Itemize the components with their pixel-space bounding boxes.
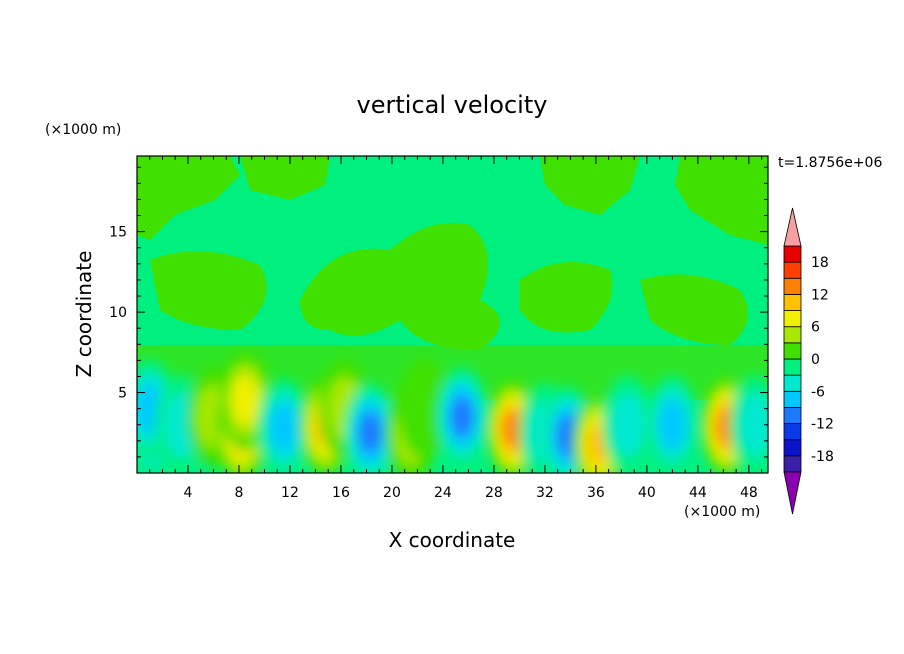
x-tick-label: 24 (434, 485, 452, 501)
time-label: t=1.8756e+06 (778, 155, 882, 171)
velocity-cell (257, 377, 310, 473)
colorbar-swatch (783, 374, 802, 392)
y-tick-label: 15 (109, 225, 127, 241)
x-tick-label: 16 (332, 485, 350, 501)
velocity-cell (646, 374, 699, 473)
colorbar-swatch (783, 245, 802, 263)
colorbar-swatch (783, 390, 802, 408)
x-tick-label: 44 (689, 485, 707, 501)
y-tick-label: 5 (118, 386, 127, 402)
colorbar-tick-label: 6 (811, 320, 820, 336)
x-tick-label: 48 (740, 485, 758, 501)
colorbar-swatch (783, 326, 802, 344)
velocity-cell (344, 382, 397, 473)
x-tick-label: 8 (235, 485, 244, 501)
colorbar-tick-label: -12 (811, 417, 834, 433)
x-tick-label: 32 (536, 485, 554, 501)
colorbar-swatch (783, 455, 802, 473)
colorbar-tick-label: 0 (811, 352, 820, 368)
colorbar-swatch (783, 277, 802, 295)
x-tick-label: 28 (485, 485, 503, 501)
velocity-cell (729, 374, 768, 473)
colorbar: 18 12 6 0 -6 -12 -18 (783, 207, 834, 515)
colorbar-tick-label: -18 (811, 449, 834, 465)
weak-updraft-regions (137, 156, 768, 400)
colorbar-swatch (783, 294, 802, 311)
x-axis: 4 8 12 16 20 24 28 32 36 40 44 48 (149, 156, 763, 501)
x-axis-label: X coordinate (389, 528, 516, 552)
y-tick-label: 10 (109, 305, 127, 321)
x-tick-label: 4 (184, 485, 193, 501)
chart-title: vertical velocity (357, 91, 548, 119)
y-axis: 5 10 15 (109, 166, 768, 458)
x-tick-label: 40 (638, 485, 656, 501)
x-unit-label: (×1000 m) (684, 504, 760, 520)
velocity-cell (436, 366, 489, 467)
y-axis-label: Z coordinate (72, 251, 96, 378)
x-tick-label: 36 (587, 485, 605, 501)
y-unit-label: (×1000 m) (45, 122, 121, 138)
colorbar-swatch (783, 261, 802, 279)
x-tick-label: 12 (281, 485, 299, 501)
velocity-cell (397, 358, 450, 459)
colorbar-swatch (783, 358, 802, 376)
colorbar-swatch (783, 423, 802, 441)
colorbar-swatch (783, 310, 802, 328)
contour-field (137, 156, 768, 473)
colorbar-tick-label: 18 (811, 255, 829, 271)
colorbar-tick-label: 12 (811, 287, 829, 303)
x-tick-label: 20 (383, 485, 401, 501)
colorbar-swatch (783, 407, 802, 424)
colorbar-extend-min (783, 471, 802, 515)
colorbar-extend-max (783, 207, 802, 247)
colorbar-swatch (783, 342, 802, 360)
colorbar-tick-label: -6 (811, 384, 825, 400)
colorbar-swatch (783, 439, 802, 457)
plot-frame (136, 155, 769, 474)
velocity-cell (601, 374, 654, 473)
